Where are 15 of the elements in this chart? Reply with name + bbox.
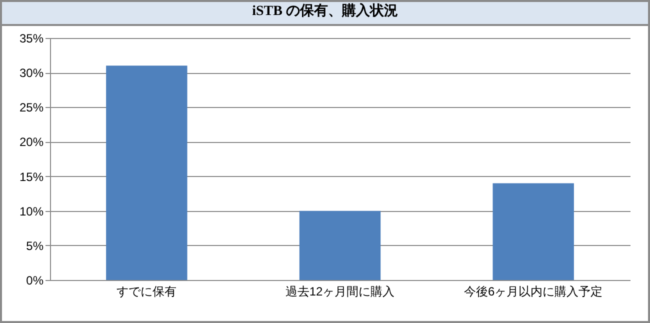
y-tick-label: 0% bbox=[26, 274, 44, 288]
x-tick-label: すでに保有 bbox=[116, 284, 177, 298]
bar bbox=[299, 210, 381, 280]
y-tick-label: 30% bbox=[19, 66, 44, 80]
y-tick-label: 25% bbox=[19, 100, 44, 115]
x-tick-label: 過去12ヶ月間に購入 bbox=[285, 284, 395, 298]
bar bbox=[106, 66, 188, 280]
y-tick-label: 10% bbox=[19, 204, 44, 218]
chart-title: iSTB の保有、購入状況 bbox=[2, 2, 648, 26]
x-tick-label: 今後6ヶ月以内に購入予定 bbox=[464, 284, 603, 298]
y-tick-label: 15% bbox=[19, 170, 44, 184]
bar bbox=[492, 183, 574, 280]
y-tick-label: 20% bbox=[19, 135, 44, 150]
y-tick-label: 5% bbox=[26, 238, 44, 253]
y-tick-label: 35% bbox=[19, 32, 44, 46]
